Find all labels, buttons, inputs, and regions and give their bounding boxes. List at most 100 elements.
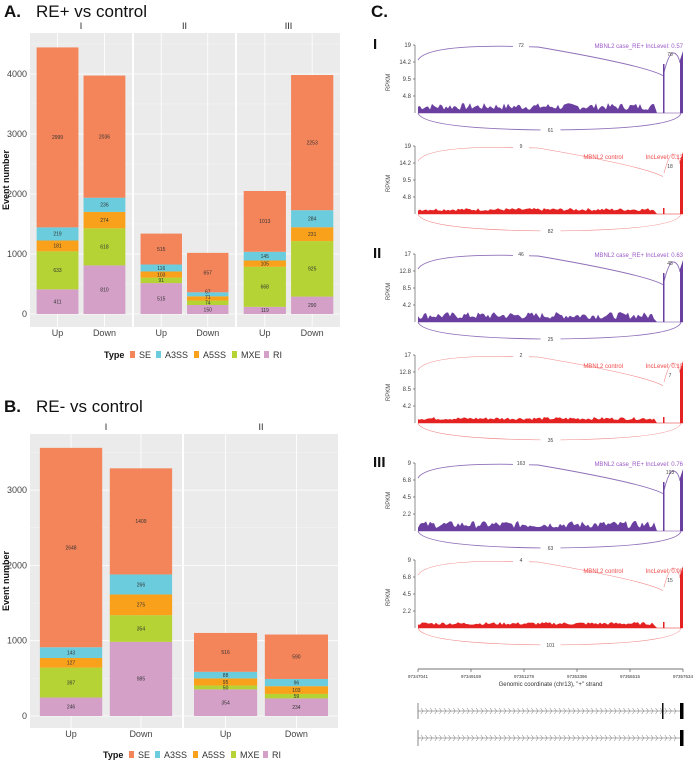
strand-arrow xyxy=(673,707,677,715)
x-tick-label: 97353396 xyxy=(567,674,588,679)
coverage-area xyxy=(418,361,683,423)
junction-count: 101 xyxy=(546,643,555,649)
sample-label: MBNL2 case_RE+ IncLevel: 0.63 xyxy=(594,253,683,259)
legend-title: Type xyxy=(104,350,124,360)
bar-segment-ri xyxy=(291,296,334,314)
strand-arrow xyxy=(595,707,599,715)
bar-segment-a5ss xyxy=(243,260,286,267)
strand-arrow xyxy=(549,734,553,742)
bar-segment-a5ss xyxy=(291,227,334,242)
bar-value-label: 150 xyxy=(204,307,213,313)
bar-value-label: 925 xyxy=(308,267,317,273)
bar-segment-ri xyxy=(83,265,126,314)
junction-count: 45 xyxy=(667,261,673,267)
bar-segment-a5ss xyxy=(109,594,173,616)
bar-value-label: 354 xyxy=(221,700,230,706)
strand-arrow xyxy=(508,734,511,742)
bar-segment-se xyxy=(264,634,328,679)
x-tick-label: 97357634 xyxy=(673,674,694,679)
bar-segment-ri xyxy=(243,306,286,314)
strand-arrow xyxy=(669,734,672,742)
junction-label-bg xyxy=(513,353,529,359)
junction-count: 163 xyxy=(517,461,526,467)
junction-count: 193 xyxy=(666,470,675,476)
legend-label: A3SS xyxy=(164,750,187,760)
strand-arrow xyxy=(434,734,438,742)
junction-label-bg xyxy=(540,437,561,443)
inclevel-label: IncLevel: 0.08 xyxy=(646,569,684,575)
strand-arrow xyxy=(521,734,525,742)
y-tick-label: 1000 xyxy=(7,249,27,259)
panel-b-letter: B. xyxy=(4,397,21,416)
strand-arrow xyxy=(462,734,465,742)
strand-arrow xyxy=(526,734,530,742)
strand-arrow xyxy=(650,707,654,715)
bar-segment-ri xyxy=(194,689,258,716)
strand-arrow xyxy=(544,734,548,742)
y-tick-label: 2000 xyxy=(7,560,27,570)
facet-label: III xyxy=(285,21,293,31)
bar-segment-mxe xyxy=(291,241,334,297)
strand-arrow xyxy=(604,734,608,742)
strand-arrow xyxy=(544,707,548,715)
y-tick-label: 4.2 xyxy=(403,404,412,410)
legend-swatch-mxe xyxy=(231,751,236,758)
strand-arrow xyxy=(420,734,424,742)
sample-label: MBNL2 case_RE+ IncLevel: 0.57 xyxy=(594,44,683,50)
exon-block xyxy=(662,703,664,719)
x-tick-label: Up xyxy=(65,729,77,739)
y-tick-label: 4.5 xyxy=(403,495,412,501)
strand-arrow xyxy=(632,707,635,715)
bar-segment-ri xyxy=(140,283,182,314)
y-tick-label: 4.8 xyxy=(403,195,412,201)
strand-arrow xyxy=(613,734,617,742)
y-axis-title: RPKM xyxy=(386,283,392,300)
strand-arrow xyxy=(540,734,543,742)
y-axis-title: Event number xyxy=(1,149,11,210)
facet-label: II xyxy=(258,422,263,432)
bar-value-label: 1409 xyxy=(135,519,146,525)
x-tick-label: Up xyxy=(220,729,232,739)
strand-arrow xyxy=(563,734,566,742)
strand-arrow xyxy=(655,707,658,715)
y-tick-label: 2.2 xyxy=(403,512,412,518)
bar-value-label: 1013 xyxy=(259,219,270,225)
x-tick-label: Down xyxy=(301,328,324,338)
strand-arrow xyxy=(448,734,451,742)
strand-arrow xyxy=(558,707,562,715)
bar-segment-a3ss xyxy=(243,251,286,261)
inclevel-label: IncLevel: 0.10 xyxy=(646,364,684,370)
panel-c-letter: C. xyxy=(371,2,388,21)
strand-arrow xyxy=(558,734,562,742)
bar-value-label: 657 xyxy=(204,270,213,276)
y-tick-label: 14.2 xyxy=(399,60,411,66)
strand-arrow xyxy=(554,734,557,742)
strand-arrow xyxy=(646,707,649,715)
strand-arrow xyxy=(485,707,488,715)
strand-arrow xyxy=(443,734,447,742)
strand-arrow xyxy=(641,707,645,715)
strand-arrow xyxy=(466,734,470,742)
junction-label-bg xyxy=(513,144,529,150)
coverage-area xyxy=(418,566,683,628)
bar-segment-a3ss xyxy=(264,678,328,687)
y-tick-label: 3000 xyxy=(7,485,27,495)
strand-arrow xyxy=(581,734,585,742)
chart-b: I 246 397 127 143 2648 Up 985 354 275 266 1409 Down I… xyxy=(1,422,338,760)
group-label: III xyxy=(373,454,386,471)
bar-segment-mxe xyxy=(194,685,258,690)
bar-segment-a3ss xyxy=(83,197,126,212)
bar-segment-se xyxy=(187,252,229,293)
y-tick-label: 4.5 xyxy=(403,592,412,598)
junction-count: 61 xyxy=(548,128,554,134)
strand-arrow xyxy=(489,734,493,742)
legend-label: RI xyxy=(273,350,282,360)
y-axis-title: RPKM xyxy=(386,384,392,401)
junction-arc xyxy=(417,463,664,494)
y-tick-label: 3000 xyxy=(7,129,27,139)
group-label: I xyxy=(373,36,377,53)
junction-arc xyxy=(663,261,681,282)
strand-arrow xyxy=(429,734,433,742)
sample-label: MBNL2 case_RE+ IncLevel: 0.76 xyxy=(594,462,683,468)
